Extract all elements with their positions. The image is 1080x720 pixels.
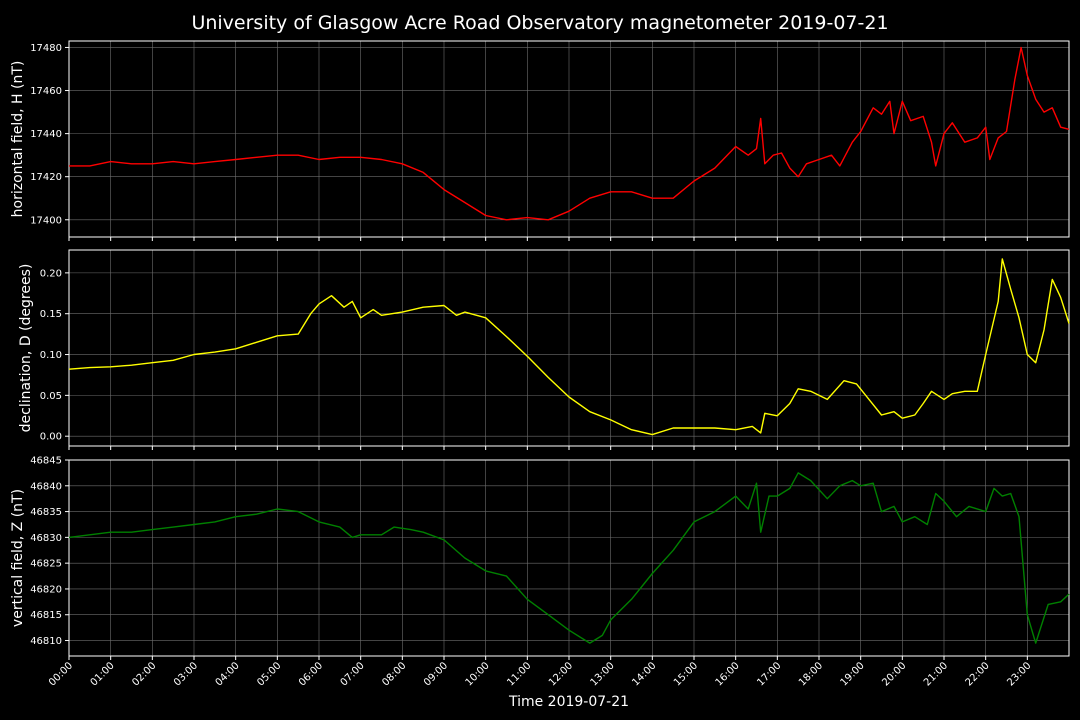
y-tick-label: 46840 <box>30 481 62 492</box>
y-axis-label: horizontal field, H (nT) <box>10 61 26 218</box>
x-axis-label: Time 2019-07-21 <box>508 694 629 710</box>
y-tick-label: 0.20 <box>40 268 62 279</box>
panel-horizontal-field: horizontal field, H (nT) 17400 17420 17440… <box>10 40 1070 241</box>
y-tick-label: 46825 <box>30 559 62 570</box>
y-tick-label: 46815 <box>30 610 62 621</box>
grid <box>68 250 1069 446</box>
panel-declination: declination, D (degrees) 0.00 0.05 0.10 0.1… <box>18 249 1070 450</box>
y-tick-label: 17440 <box>30 129 62 140</box>
series-line <box>68 258 1070 436</box>
y-tick-label: 0.05 <box>40 391 62 402</box>
y-tick-label: 46845 <box>30 456 62 467</box>
y-tick-label: 17420 <box>30 172 62 183</box>
y-tick-label: 46835 <box>30 507 62 518</box>
chart-title: University of Glasgow Acre Road Observat… <box>191 12 888 34</box>
y-tick-label: 0.10 <box>40 350 62 361</box>
grid <box>68 459 1069 656</box>
grid <box>68 41 1069 237</box>
y-tick-label: 17480 <box>30 43 62 54</box>
series-line <box>68 472 1070 644</box>
series-line <box>69 46 1070 221</box>
panel-vertical-field: vertical field, Z (nT) 46810 46815 46820 46… <box>10 456 1070 660</box>
y-tick-label: 17400 <box>30 215 62 226</box>
y-tick-label: 0.15 <box>40 309 62 320</box>
y-tick-label: 46820 <box>30 584 62 595</box>
y-tick-label: 46830 <box>30 533 62 544</box>
y-tick-label: 17460 <box>30 86 62 97</box>
y-axis-label: vertical field, Z (nT) <box>10 489 26 627</box>
y-axis-label: declination, D (degrees) <box>18 264 34 433</box>
y-tick-label: 46810 <box>30 636 62 647</box>
y-tick-label: 0.00 <box>40 432 62 443</box>
